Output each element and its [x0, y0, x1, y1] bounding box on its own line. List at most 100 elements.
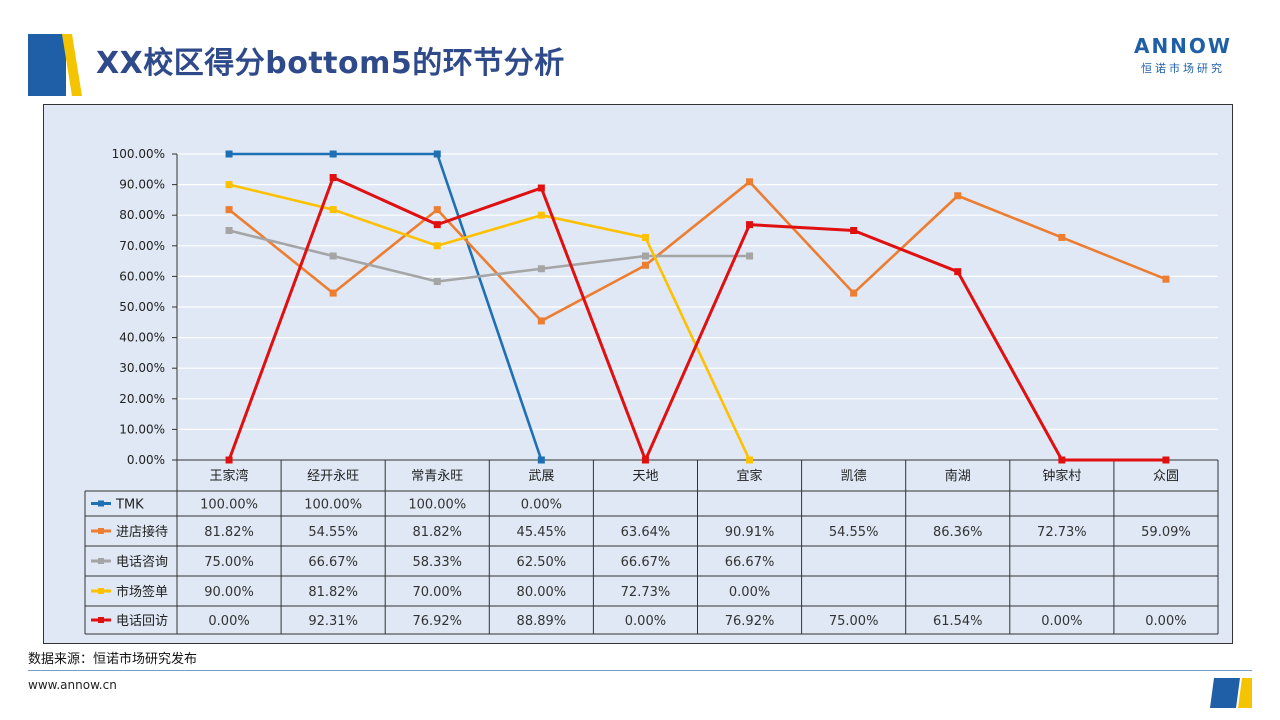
data-point: [225, 227, 233, 234]
data-table-cell: 92.31%: [308, 614, 358, 629]
data-point: [641, 261, 649, 269]
data-point: [1058, 456, 1066, 464]
data-table-cell: 45.45%: [517, 525, 567, 540]
data-table-cell: 0.00%: [1145, 614, 1186, 629]
legend-label: TMK: [115, 498, 144, 513]
data-table-cell: 90.91%: [725, 525, 775, 540]
series-line: [227, 176, 1166, 462]
data-point: [329, 150, 337, 158]
data-source: 数据来源：恒诺市场研究发布: [28, 652, 198, 667]
website-url: www.annow.cn: [28, 678, 117, 692]
series-line: [228, 183, 751, 461]
legend-marker: [98, 617, 104, 623]
data-table-cell: 86.36%: [933, 525, 983, 540]
data-point: [954, 192, 962, 200]
data-point: [329, 252, 337, 260]
data-point: [641, 456, 649, 464]
data-point: [537, 211, 545, 219]
data-table-cell: 100.00%: [304, 498, 362, 513]
data-point: [433, 278, 441, 286]
brand-name: ANNOW: [1133, 34, 1232, 58]
y-tick-label: 10.00%: [119, 422, 165, 436]
legend-label: 电话回访: [116, 614, 168, 629]
data-point: [850, 227, 858, 234]
data-point: [641, 252, 649, 260]
data-table-cell: 70.00%: [412, 585, 462, 600]
data-point: [433, 150, 441, 158]
y-tick-label: 60.00%: [119, 269, 165, 283]
data-table-cell: 76.92%: [725, 614, 775, 629]
data-table-cell: 66.67%: [725, 555, 775, 570]
data-table-cell: 66.67%: [621, 555, 671, 570]
series-line: [228, 229, 750, 283]
x-category-label: 天地: [632, 469, 658, 484]
data-point: [225, 181, 233, 189]
y-tick-label: 30.00%: [119, 361, 165, 375]
footer-divider: [28, 670, 1252, 671]
data-table-cell: 61.54%: [933, 614, 983, 629]
data-table-cell: 80.00%: [517, 585, 567, 600]
legend-marker: [98, 588, 104, 594]
data-table-cell: 75.00%: [204, 555, 254, 570]
x-category-label: 钟家村: [1042, 468, 1081, 484]
data-point: [433, 221, 441, 229]
data-table-cell: 72.73%: [1037, 525, 1087, 540]
x-category-label: 凯德: [841, 469, 867, 484]
legend-label: 电话咨询: [116, 555, 168, 570]
legend-marker: [98, 558, 104, 564]
data-point: [225, 206, 233, 214]
data-table-cell: 81.82%: [308, 585, 358, 600]
data-point: [329, 206, 337, 214]
data-point: [537, 317, 545, 325]
data-table-cell: 0.00%: [208, 614, 249, 629]
data-table-cell: 81.82%: [412, 525, 462, 540]
data-table-cell: 0.00%: [521, 498, 562, 513]
data-table-cell: 81.82%: [204, 525, 254, 540]
data-point: [746, 221, 754, 229]
data-point: [746, 456, 754, 464]
y-tick-label: 90.00%: [119, 178, 165, 192]
x-category-label: 南湖: [945, 468, 971, 484]
x-category-label: 王家湾: [210, 468, 249, 484]
data-point: [1162, 456, 1170, 464]
data-table-cell: 0.00%: [625, 614, 666, 629]
legend-label: 市场签单: [116, 584, 168, 600]
data-point: [225, 150, 233, 158]
data-table-cell: 54.55%: [308, 525, 358, 540]
data-table-cell: 72.73%: [621, 585, 671, 600]
x-category-label: 武展: [528, 469, 554, 484]
series-line: [229, 152, 543, 461]
data-table-cell: 75.00%: [829, 614, 879, 629]
data-point: [537, 265, 545, 273]
y-tick-label: 70.00%: [119, 239, 165, 253]
data-table-cell: 88.89%: [517, 614, 567, 629]
brand-subtitle: 恒诺市场研究: [1140, 62, 1225, 75]
data-point: [954, 268, 962, 276]
data-point: [746, 178, 754, 186]
data-table-cell: 100.00%: [200, 498, 258, 513]
series-line: [228, 180, 1167, 323]
data-point: [329, 289, 337, 297]
data-table-cell: 63.64%: [621, 525, 671, 540]
data-point: [641, 233, 649, 241]
data-point: [225, 456, 233, 464]
data-point: [433, 206, 441, 214]
data-point: [537, 184, 545, 192]
data-point: [1162, 275, 1170, 283]
y-tick-label: 100.00%: [112, 147, 165, 161]
line-chart: 0.00% 10.00% 20.00% 30.00% 40.00% 50.00% 60.00…: [84, 147, 1219, 635]
data-table-cell: 54.55%: [829, 525, 879, 540]
data-point: [850, 289, 858, 297]
y-tick-label: 40.00%: [119, 331, 165, 345]
data-point: [329, 174, 337, 182]
page-title: XX校区得分bottom5的环节分析: [96, 46, 565, 81]
data-table-cell: 100.00%: [408, 498, 466, 513]
data-point: [537, 456, 545, 464]
data-point: [1058, 233, 1066, 241]
x-category-label: 常青永旺: [411, 469, 463, 484]
footer-logo-block: [1210, 678, 1252, 708]
x-category-label: 众圆: [1153, 469, 1179, 484]
legend-marker: [98, 500, 104, 507]
data-table-cell: 58.33%: [412, 555, 462, 570]
data-table-cell: 0.00%: [729, 585, 770, 600]
